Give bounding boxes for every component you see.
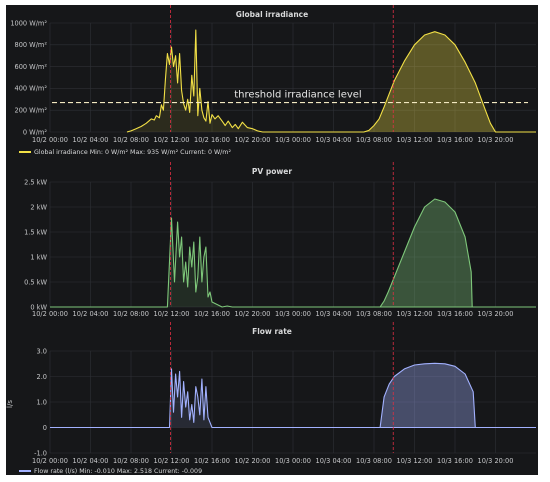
- y-tick-label: 0: [43, 424, 47, 432]
- x-tick-label: 10/3 08:00: [356, 136, 392, 144]
- y-tick-label: 1.0: [37, 398, 48, 406]
- legend-entry: Global irradiance Min: 0 W/m² Max: 935 W…: [34, 149, 231, 156]
- y-tick-label: 800 W/m²: [15, 41, 48, 49]
- x-tick-label: 10/3 20:00: [478, 310, 514, 318]
- series-area-irradiance-day2: [293, 31, 536, 133]
- x-tick-label: 10/3 00:00: [275, 136, 311, 144]
- x-tick-label: 10/2 00:00: [32, 310, 68, 318]
- x-tick-label: 10/3 16:00: [437, 136, 473, 144]
- x-tick-label: 10/3 08:00: [356, 310, 392, 318]
- x-tick-label: 10/3 16:00: [437, 310, 473, 318]
- series-line-pv-day2: [379, 198, 536, 308]
- x-tick-label: 10/2 20:00: [235, 136, 271, 144]
- series-area-flow-day2: [380, 363, 536, 428]
- x-tick-label: 10/2 04:00: [73, 136, 109, 144]
- panel-pv-power: PV power 0 kW 0.5 kW 1 kW 1.5 kW 2 kW 2.5 kW 10…: [24, 162, 536, 318]
- series-line-flow-day2: [379, 362, 536, 429]
- y-tick-label: 0.5 kW: [24, 278, 47, 286]
- x-tick-label: 10/3 12:00: [397, 310, 433, 318]
- series-area-pv-day2: [380, 199, 536, 307]
- x-tick-label: 10/3 04:00: [316, 136, 352, 144]
- x-tick-label: 10/2 08:00: [113, 136, 149, 144]
- y-tick-label: -1.0: [34, 449, 47, 457]
- y-tick-label: 0 kW: [30, 303, 47, 311]
- x-tick-label: 10/2 00:00: [32, 136, 68, 144]
- x-tick-label: 10/3 04:00: [316, 310, 352, 318]
- y-tick-label: 2 kW: [30, 203, 47, 211]
- x-tick-label: 10/3 20:00: [478, 457, 514, 465]
- x-tick-label: 10/2 12:00: [154, 310, 190, 318]
- y-tick-label: 1.5 kW: [24, 228, 47, 236]
- y-tick-label: 2.5 kW: [24, 178, 47, 186]
- x-tick-label: 10/3 04:00: [316, 457, 352, 465]
- x-tick-label: 10/3 00:00: [275, 310, 311, 318]
- series-line-pv: [50, 217, 536, 308]
- x-tick-label: 10/2 04:00: [73, 310, 109, 318]
- series-line-flow: [50, 368, 536, 429]
- dashboard-frame: Global irradiance 0 W/m² 200 W/m² 400 W/m² 6…: [6, 5, 538, 475]
- x-tick-label: 10/3 16:00: [437, 457, 473, 465]
- x-tick-label: 10/2 08:00: [113, 457, 149, 465]
- legend-entry: Flow rate (l/s) Min: -0.010 Max: 2.518 C…: [34, 468, 202, 475]
- x-tick-label: 10/2 16:00: [194, 310, 230, 318]
- x-tick-label: 10/2 16:00: [194, 457, 230, 465]
- panel-flow-rate: Flow rate -1.0 0 1.0 2.0 3.0 10/2 00:00 10/2 04…: [6, 322, 536, 475]
- x-tick-label: 10/2 00:00: [32, 457, 68, 465]
- x-tick-label: 10/3 00:00: [275, 457, 311, 465]
- y-tick-label: 400 W/m²: [15, 85, 48, 93]
- x-tick-label: 10/2 20:00: [235, 310, 271, 318]
- x-tick-label: 10/3 20:00: [478, 136, 514, 144]
- series-line-irradiance-day2: [293, 31, 536, 133]
- panel-global-irradiance: Global irradiance 0 W/m² 200 W/m² 400 W/m² 6…: [10, 5, 536, 156]
- x-tick-label: 10/2 20:00: [235, 457, 271, 465]
- x-tick-label: 10/2 04:00: [73, 457, 109, 465]
- y-tick-label: 3.0: [37, 347, 48, 355]
- legend[interactable]: Flow rate (l/s) Min: -0.010 Max: 2.518 C…: [19, 468, 202, 475]
- y-axis-label: l/s: [6, 400, 14, 408]
- x-tick-label: 10/3 08:00: [356, 457, 392, 465]
- series-area-pv: [50, 218, 536, 307]
- x-tick-label: 10/3 12:00: [397, 457, 433, 465]
- y-tick-label: 1 kW: [30, 253, 47, 261]
- panel-title: Flow rate: [252, 327, 292, 336]
- threshold-label: threshold irradiance level: [234, 90, 361, 101]
- panel-title: Global irradiance: [236, 10, 308, 19]
- x-tick-label: 10/2 12:00: [154, 457, 190, 465]
- x-tick-label: 10/2 16:00: [194, 136, 230, 144]
- series-area-irradiance: [127, 30, 293, 133]
- x-tick-label: 10/2 08:00: [113, 310, 149, 318]
- legend[interactable]: Global irradiance Min: 0 W/m² Max: 935 W…: [19, 149, 231, 156]
- series-line-irradiance: [126, 29, 293, 133]
- y-tick-label: 0 W/m²: [23, 128, 47, 136]
- x-tick-label: 10/2 12:00: [154, 136, 190, 144]
- y-tick-label: 1000 W/m²: [10, 19, 47, 27]
- y-tick-label: 600 W/m²: [15, 63, 48, 71]
- x-tick-label: 10/3 12:00: [397, 136, 433, 144]
- y-tick-label: 2.0: [37, 373, 48, 381]
- panel-title: PV power: [252, 167, 292, 176]
- y-tick-label: 200 W/m²: [15, 107, 48, 115]
